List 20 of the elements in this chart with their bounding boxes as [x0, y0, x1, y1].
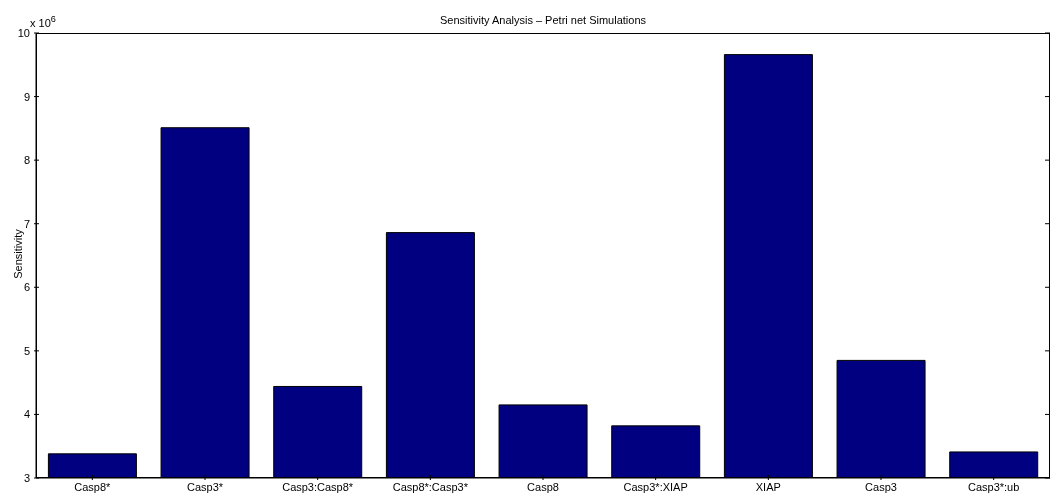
x-tick-label: Casp8*:Casp3* — [392, 481, 469, 493]
y-tick-label: 10 — [17, 27, 30, 39]
x-tick-label: Casp8 — [527, 481, 559, 493]
x-tick-label: Casp3* — [186, 481, 224, 493]
text: x 10$^{6}$ — [30, 14, 56, 29]
x-tick-label: Casp3 — [865, 481, 897, 493]
chart-title: Sensitivity Analysis – Petri net Simulations — [439, 14, 647, 26]
y-tick-label: 4 — [23, 408, 30, 421]
y-tick-label: 9 — [23, 90, 30, 103]
y-axis-title: Sensitivity — [12, 228, 24, 281]
x-tick-label: Casp8* — [74, 481, 112, 493]
y-tick-label: 6 — [23, 281, 30, 294]
x-tick-label: XIAP — [755, 481, 781, 493]
y-tick-label: 5 — [23, 344, 30, 357]
x-tick-label: Casp3*:ub — [967, 481, 1020, 493]
x-tick-label: Casp3*:XIAP — [623, 481, 688, 493]
x-tick-label: Casp3:Casp8* — [282, 481, 354, 493]
y-tick-label: 8 — [23, 154, 30, 167]
y-tick-label: 3 — [23, 472, 30, 484]
y-tick-label: 7 — [23, 217, 30, 230]
